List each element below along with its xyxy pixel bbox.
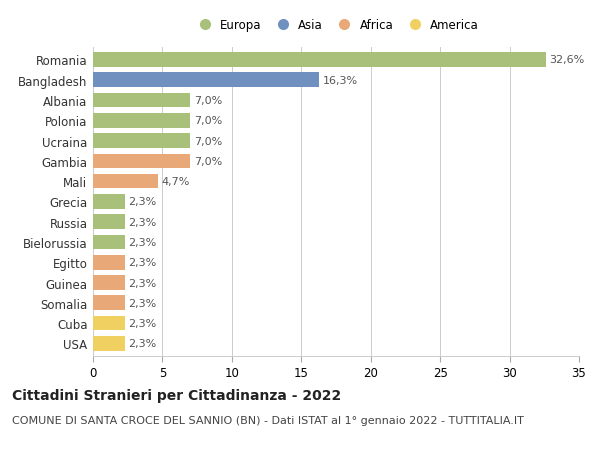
Bar — [93, 134, 190, 149]
Text: 2,3%: 2,3% — [128, 298, 157, 308]
Bar — [93, 215, 125, 230]
Text: 2,3%: 2,3% — [128, 278, 157, 288]
Bar — [93, 154, 190, 169]
Text: 7,0%: 7,0% — [194, 136, 222, 146]
Bar — [93, 275, 125, 290]
Bar — [93, 316, 125, 330]
Legend: Europa, Asia, Africa, America: Europa, Asia, Africa, America — [188, 14, 484, 37]
Bar — [93, 296, 125, 310]
Text: 4,7%: 4,7% — [162, 177, 190, 187]
Text: 2,3%: 2,3% — [128, 217, 157, 227]
Bar — [93, 73, 319, 88]
Text: 2,3%: 2,3% — [128, 197, 157, 207]
Bar — [93, 255, 125, 270]
Text: 7,0%: 7,0% — [194, 96, 222, 106]
Bar — [93, 174, 158, 189]
Bar — [93, 53, 545, 67]
Text: 16,3%: 16,3% — [323, 76, 358, 85]
Text: Cittadini Stranieri per Cittadinanza - 2022: Cittadini Stranieri per Cittadinanza - 2… — [12, 388, 341, 402]
Text: 2,3%: 2,3% — [128, 257, 157, 268]
Bar — [93, 235, 125, 250]
Text: 2,3%: 2,3% — [128, 237, 157, 247]
Text: 2,3%: 2,3% — [128, 319, 157, 328]
Text: 32,6%: 32,6% — [549, 56, 584, 65]
Bar — [93, 114, 190, 129]
Bar — [93, 94, 190, 108]
Text: 7,0%: 7,0% — [194, 116, 222, 126]
Bar — [93, 336, 125, 351]
Bar — [93, 195, 125, 209]
Text: 7,0%: 7,0% — [194, 157, 222, 167]
Text: 2,3%: 2,3% — [128, 339, 157, 348]
Text: COMUNE DI SANTA CROCE DEL SANNIO (BN) - Dati ISTAT al 1° gennaio 2022 - TUTTITAL: COMUNE DI SANTA CROCE DEL SANNIO (BN) - … — [12, 415, 524, 425]
